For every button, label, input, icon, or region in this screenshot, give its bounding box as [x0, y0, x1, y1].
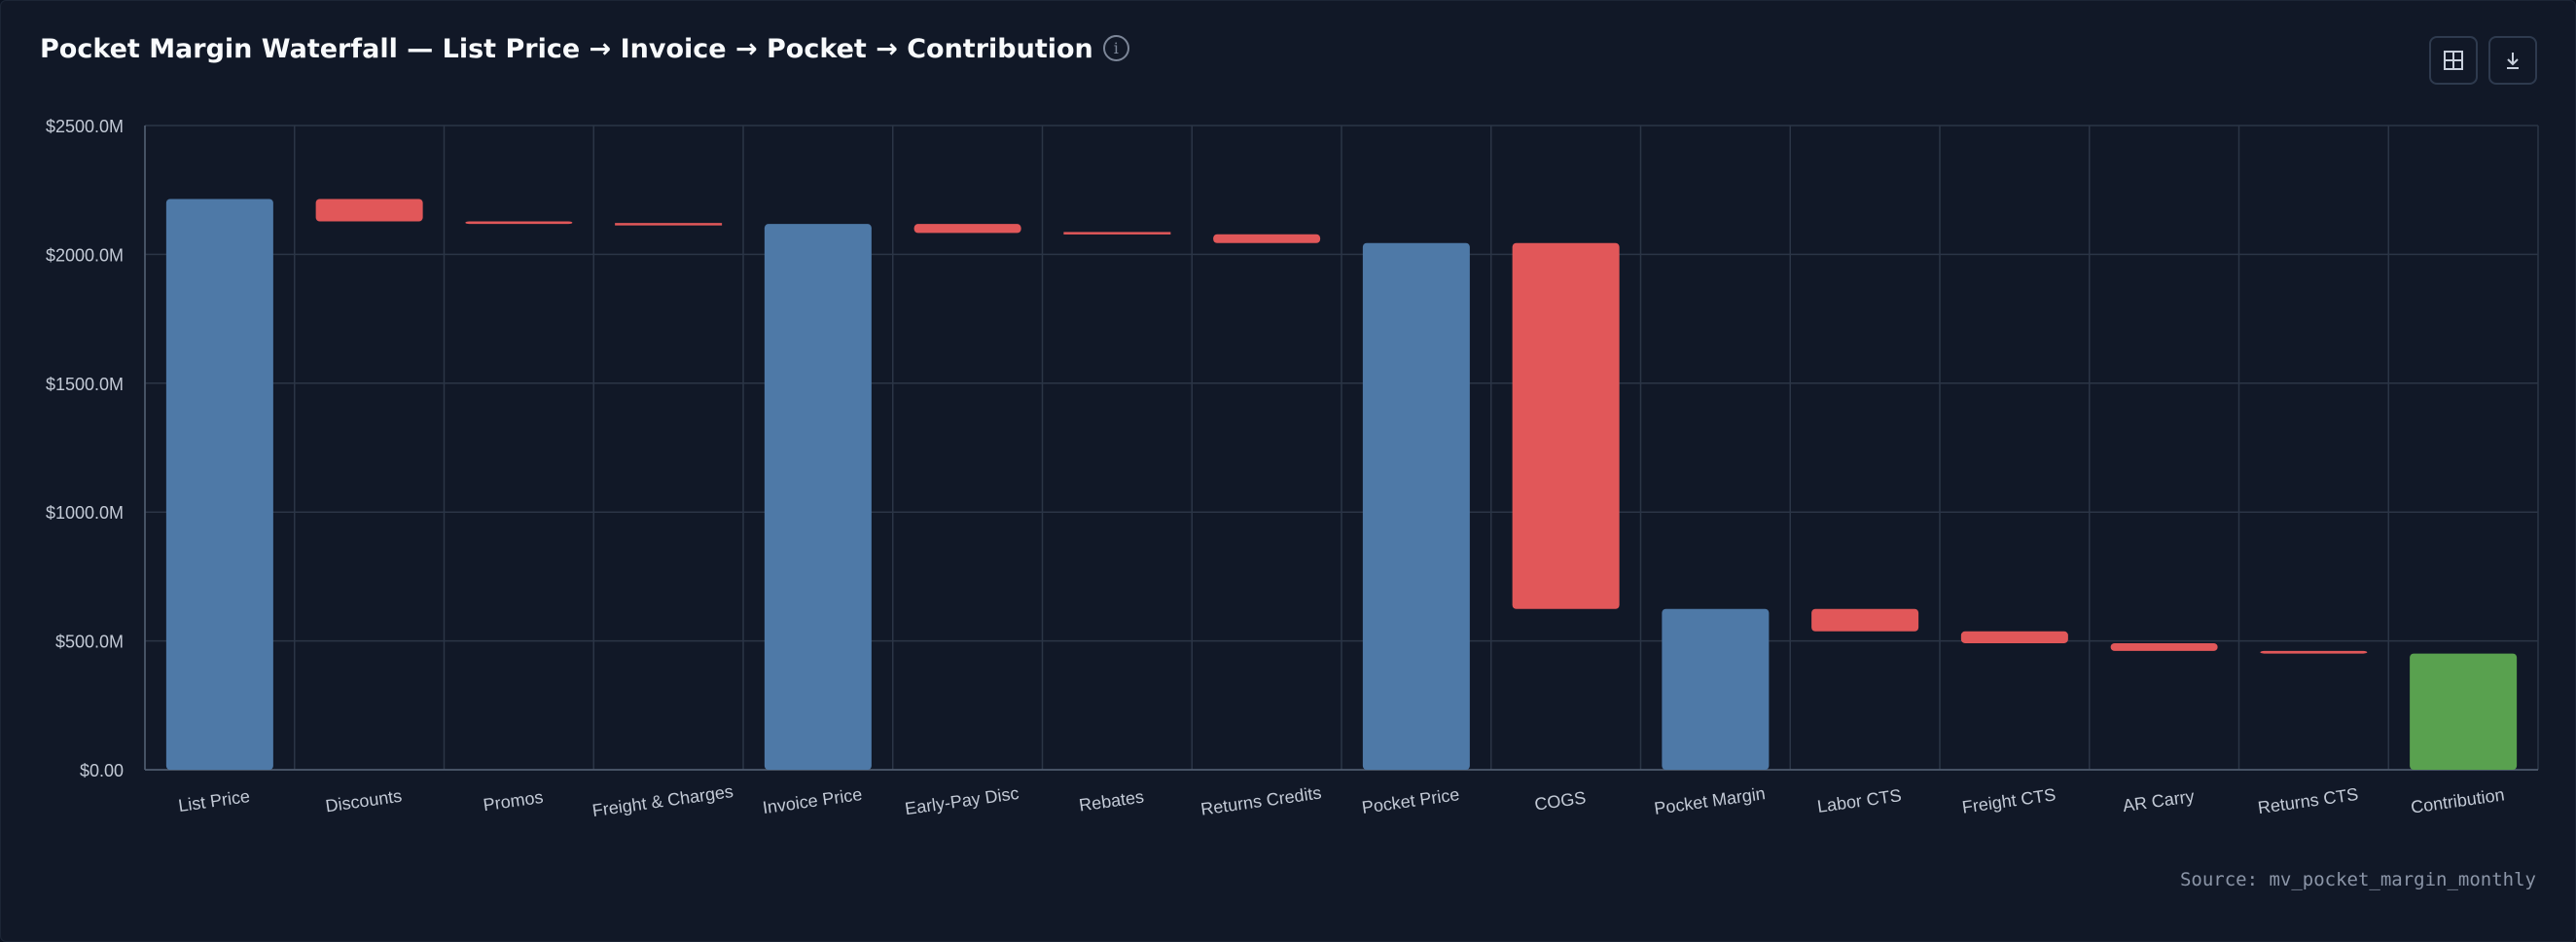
table-icon	[2444, 51, 2463, 70]
waterfall-bar	[315, 199, 423, 222]
waterfall-bar	[913, 224, 1021, 234]
waterfall-bar	[465, 221, 573, 225]
download-icon	[2507, 53, 2519, 69]
waterfall-bar	[764, 224, 872, 771]
table-view-button[interactable]	[2429, 36, 2478, 85]
y-tick-label: $2500.0M	[46, 117, 124, 136]
waterfall-bar	[1960, 631, 2068, 643]
waterfall-bar	[1512, 242, 1620, 609]
chart-title: Pocket Margin Waterfall — List Price → I…	[40, 34, 1129, 64]
waterfall-bar	[1811, 608, 1919, 632]
chart-title-text: Pocket Margin Waterfall — List Price → I…	[40, 34, 1093, 64]
x-tick-label: Returns Credits	[1199, 782, 1323, 818]
x-tick-label: Promos	[482, 787, 544, 815]
waterfall-bar	[1213, 234, 1321, 243]
x-tick-label: Pocket Margin	[1653, 783, 1767, 818]
x-tick-label: Contribution	[2410, 784, 2506, 816]
y-tick-label: $2000.0M	[46, 245, 124, 265]
x-tick-label: Early-Pay Disc	[904, 783, 1020, 818]
download-button[interactable]	[2488, 36, 2537, 85]
waterfall-bar	[2110, 642, 2218, 651]
info-icon[interactable]: i	[1102, 35, 1129, 61]
waterfall-bar	[1063, 232, 1171, 235]
x-tick-label: List Price	[177, 786, 251, 815]
waterfall-bar	[2410, 653, 2518, 770]
y-tick-label: $0.00	[80, 761, 124, 780]
x-tick-label: Rebates	[1078, 786, 1145, 815]
waterfall-bar	[2260, 650, 2368, 654]
x-tick-label: Labor CTS	[1816, 785, 1903, 816]
x-tick-label: COGS	[1533, 787, 1587, 814]
x-tick-label: Freight & Charges	[591, 781, 734, 820]
x-tick-label: Pocket Price	[1361, 784, 1461, 817]
y-tick-label: $500.0M	[55, 633, 124, 652]
x-tick-label: Invoice Price	[762, 784, 864, 817]
waterfall-bar	[1362, 242, 1470, 771]
x-tick-label: Discounts	[324, 786, 403, 816]
x-tick-label: AR Carry	[2122, 786, 2196, 815]
y-tick-label: $1500.0M	[46, 375, 124, 394]
source-note: Source: mv_pocket_margin_monthly	[2179, 869, 2536, 890]
waterfall-bar	[1662, 608, 1770, 770]
y-tick-label: $1000.0M	[46, 503, 124, 523]
waterfall-bar	[615, 223, 723, 226]
x-tick-label: Freight CTS	[1961, 784, 2057, 816]
x-tick-label: Returns CTS	[2257, 784, 2360, 817]
waterfall-bar	[165, 199, 273, 770]
